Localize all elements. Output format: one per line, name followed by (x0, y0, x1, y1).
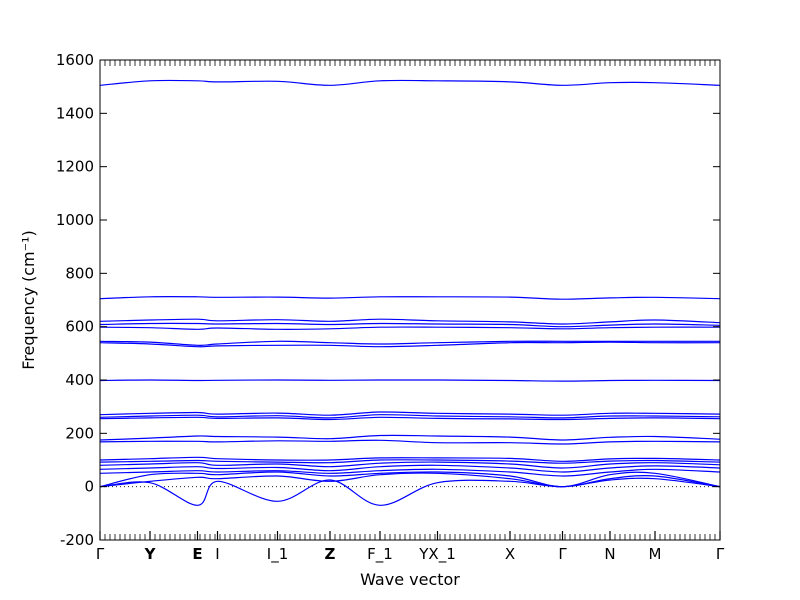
y-tick-label: 0 (84, 478, 94, 496)
k-point-label: E (192, 545, 202, 563)
y-tick-label: 800 (65, 264, 94, 282)
k-point-label: YX_1 (418, 545, 455, 564)
k-point-label: M (649, 545, 662, 563)
k-point-label: Γ (96, 545, 105, 563)
phonon-branch-1 (99, 79, 721, 86)
phonon-branch-3 (99, 318, 721, 325)
k-point-label: Y (144, 545, 157, 563)
y-tick-label: 200 (65, 424, 94, 442)
y-tick-label: -200 (60, 531, 94, 549)
k-point-label: X (505, 545, 515, 563)
phonon-branch-17 (99, 464, 721, 473)
phonon-branch-5 (99, 326, 721, 330)
k-point-label: Z (325, 545, 336, 563)
series-layer (99, 79, 721, 506)
x-tick-layer: Γ Y E I I_1 Z F_1 YX_1 X Γ N M Γ (96, 531, 725, 564)
phonon-branch-12 (99, 434, 721, 441)
k-point-label: Γ (558, 545, 567, 563)
phonon-branch-11 (99, 416, 721, 421)
k-point-label: Γ (716, 545, 725, 563)
y-tick-layer: -200 0 200 400 600 800 1000 1200 1400 1600 (56, 51, 720, 549)
y-tick-label: 1600 (56, 51, 94, 69)
phonon-branch-6 (99, 340, 720, 346)
phonon-branch-21 (99, 477, 721, 506)
k-point-label: I_1 (267, 545, 288, 564)
phonon-branch-15 (99, 459, 721, 464)
y-tick-label: 600 (65, 318, 94, 336)
y-tick-label: 1200 (56, 158, 94, 176)
y-axis-title: Frequency (cm⁻¹) (19, 230, 38, 369)
y-tick-label: 1000 (56, 211, 94, 229)
y-tick-label: 1400 (56, 104, 94, 122)
phonon-branch-18 (99, 468, 721, 477)
x-axis-title: Wave vector (360, 570, 460, 589)
k-point-label: I (215, 545, 219, 563)
phonon-branch-7 (99, 341, 721, 348)
phonon-branch-8 (99, 379, 721, 382)
phonon-branch-13 (99, 439, 721, 445)
plot-frame (99, 59, 721, 541)
phonon-branch-2 (99, 296, 721, 300)
phonon-branch-10 (99, 414, 721, 419)
phonon-branch-9 (99, 411, 721, 416)
phonon-branch-19 (99, 471, 721, 488)
k-point-label: F_1 (367, 545, 393, 564)
phonon-branch-16 (99, 461, 721, 469)
phonon-branch-14 (99, 456, 721, 462)
k-point-label: N (604, 545, 615, 563)
phonon-branch-20 (99, 472, 721, 488)
y-tick-label: 400 (65, 371, 94, 389)
phonon-branch-4 (99, 322, 721, 328)
